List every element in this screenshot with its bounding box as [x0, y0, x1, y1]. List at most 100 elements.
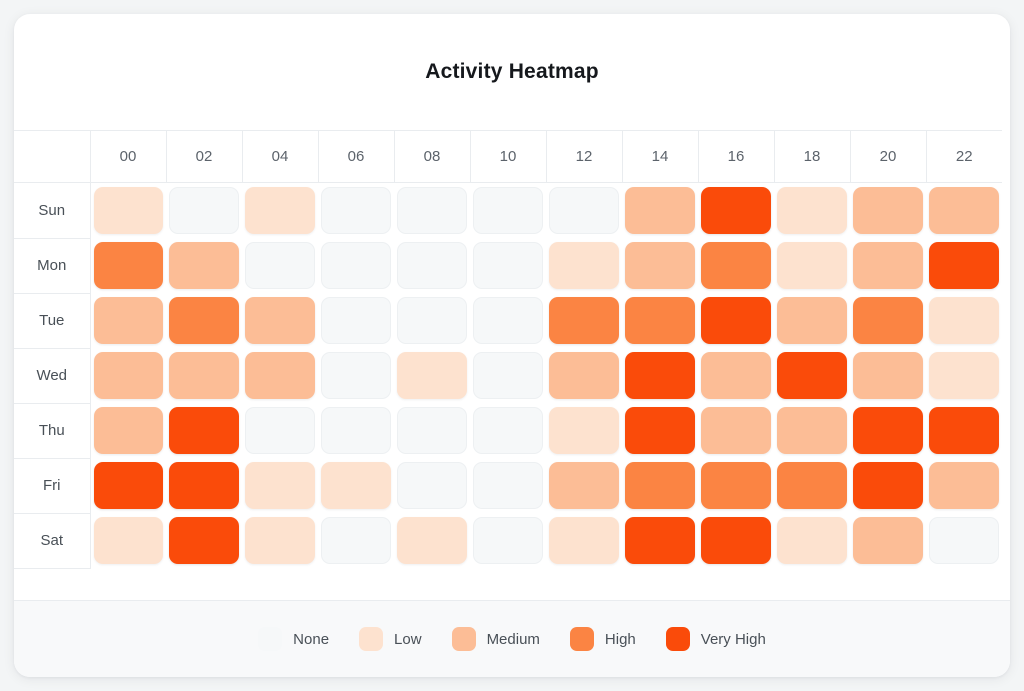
- heatmap-row-wed: Wed: [14, 348, 1002, 404]
- heatmap-cell-wed-12: [549, 352, 619, 399]
- heatmap-cell-mon-06: [321, 242, 391, 289]
- heatmap-cell-fri-12: [549, 462, 619, 509]
- day-label-tue: Tue: [14, 293, 91, 349]
- heatmap-cell-slot: [546, 403, 622, 458]
- heatmap-cell-sun-20: [853, 187, 923, 234]
- heatmap-cell-slot: [698, 513, 774, 568]
- heatmap-cell-sun-16: [701, 187, 771, 234]
- heatmap-cell-slot: [242, 183, 318, 239]
- legend-item-medium: Medium: [451, 627, 540, 651]
- heatmap-cell-thu-10: [473, 407, 543, 454]
- heatmap-cell-thu-18: [777, 407, 847, 454]
- heatmap-cell-slot: [774, 348, 850, 403]
- heatmap-cell-slot: [242, 238, 318, 293]
- heatmap-cell-slot: [774, 183, 850, 239]
- heatmap-cell-slot: [470, 348, 546, 403]
- legend-item-very-high: Very High: [665, 627, 766, 651]
- heatmap-cell-sun-06: [321, 187, 391, 234]
- legend-label-none: None: [293, 630, 330, 648]
- heatmap-cell-tue-18: [777, 297, 847, 344]
- heatmap-row-mon: Mon: [14, 238, 1002, 294]
- heatmap-cell-slot: [242, 513, 318, 568]
- heatmap-cell-slot: [622, 513, 698, 568]
- heatmap-cell-fri-08: [397, 462, 467, 509]
- heatmap-cell-slot: [394, 458, 470, 513]
- hour-label-14: 14: [621, 130, 699, 183]
- heatmap-grid: 00 02 04 06 08 10 12 14 16 18 20 22 Sun Mon Tue Wed Thu…: [14, 130, 1002, 569]
- heatmap-cell-slot: [546, 513, 622, 568]
- heatmap-cell-wed-04: [245, 352, 315, 399]
- heatmap-cell-sat-22: [929, 517, 999, 564]
- heatmap-cell-slot: [926, 458, 1002, 513]
- heatmap-cell-mon-02: [169, 242, 239, 289]
- day-label-sat: Sat: [14, 513, 91, 569]
- heatmap-cell-slot: [546, 348, 622, 403]
- heatmap-cell-fri-02: [169, 462, 239, 509]
- heatmap-cell-tue-16: [701, 297, 771, 344]
- legend-swatch-high: [569, 627, 594, 651]
- heatmap-cell-sun-00: [93, 187, 163, 234]
- heatmap-cell-tue-12: [549, 297, 619, 344]
- heatmap-cell-slot: [774, 293, 850, 348]
- heatmap-cell-slot: [850, 348, 926, 403]
- heatmap-cell-slot: [622, 293, 698, 348]
- heatmap-cell-fri-14: [625, 462, 695, 509]
- heatmap-cell-slot: [394, 403, 470, 458]
- legend-label-medium: Medium: [486, 630, 540, 648]
- heatmap-cell-thu-06: [321, 407, 391, 454]
- heatmap-cell-mon-00: [93, 242, 163, 289]
- heatmap-cell-slot: [318, 458, 394, 513]
- heatmap-cell-slot: [850, 183, 926, 239]
- heatmap-cell-sat-18: [777, 517, 847, 564]
- hour-label-22: 22: [925, 130, 1002, 183]
- heatmap-cell-fri-00: [93, 462, 163, 509]
- heatmap-row-sun: Sun: [14, 182, 1002, 239]
- heatmap-cell-thu-02: [169, 407, 239, 454]
- heatmap-cell-sat-20: [853, 517, 923, 564]
- heatmap-cell-sat-02: [169, 517, 239, 564]
- heatmap-cell-slot: [166, 183, 242, 239]
- heatmap-cell-fri-16: [701, 462, 771, 509]
- heatmap-cell-wed-10: [473, 352, 543, 399]
- legend-item-high: High: [569, 627, 636, 651]
- hour-label-16: 16: [697, 130, 775, 183]
- heatmap-cell-slot: [774, 238, 850, 293]
- heatmap-cell-slot: [318, 348, 394, 403]
- heatmap-cell-sat-06: [321, 517, 391, 564]
- heatmap-cell-slot: [470, 293, 546, 348]
- heatmap-cell-slot: [774, 458, 850, 513]
- heatmap-cell-tue-08: [397, 297, 467, 344]
- heatmap-cell-wed-22: [929, 352, 999, 399]
- heatmap-cell-slot: [622, 183, 698, 239]
- hour-label-00: 00: [89, 130, 167, 183]
- legend-swatch-none: [258, 627, 283, 651]
- legend-label-high: High: [604, 630, 636, 648]
- heatmap-cell-slot: [166, 293, 242, 348]
- heatmap-cell-wed-14: [625, 352, 695, 399]
- heatmap-cell-slot: [622, 458, 698, 513]
- hour-label-08: 08: [393, 130, 471, 183]
- heatmap-cell-fri-10: [473, 462, 543, 509]
- heatmap-cell-slot: [90, 403, 166, 458]
- heatmap-cell-thu-20: [853, 407, 923, 454]
- heatmap-cell-mon-16: [701, 242, 771, 289]
- heatmap-cell-slot: [166, 458, 242, 513]
- heatmap-cell-slot: [470, 238, 546, 293]
- heatmap-cell-slot: [622, 403, 698, 458]
- heatmap-cell-thu-08: [397, 407, 467, 454]
- heatmap-cell-wed-02: [169, 352, 239, 399]
- heatmap-cell-slot: [318, 183, 394, 239]
- heatmap-cell-wed-06: [321, 352, 391, 399]
- heatmap-cell-fri-18: [777, 462, 847, 509]
- heatmap-cell-slot: [850, 403, 926, 458]
- heatmap-cell-slot: [394, 513, 470, 568]
- heatmap-cell-sun-10: [473, 187, 543, 234]
- heatmap-cell-slot: [90, 458, 166, 513]
- activity-heatmap-card: Activity Heatmap 00 02 04 06 08 10 12 14 16 18 20 2…: [14, 14, 1010, 677]
- heatmap-cell-wed-00: [93, 352, 163, 399]
- heatmap-cell-slot: [394, 238, 470, 293]
- heatmap-row-fri: Fri: [14, 458, 1002, 514]
- heatmap-cell-slot: [90, 183, 166, 239]
- heatmap-cell-fri-22: [929, 462, 999, 509]
